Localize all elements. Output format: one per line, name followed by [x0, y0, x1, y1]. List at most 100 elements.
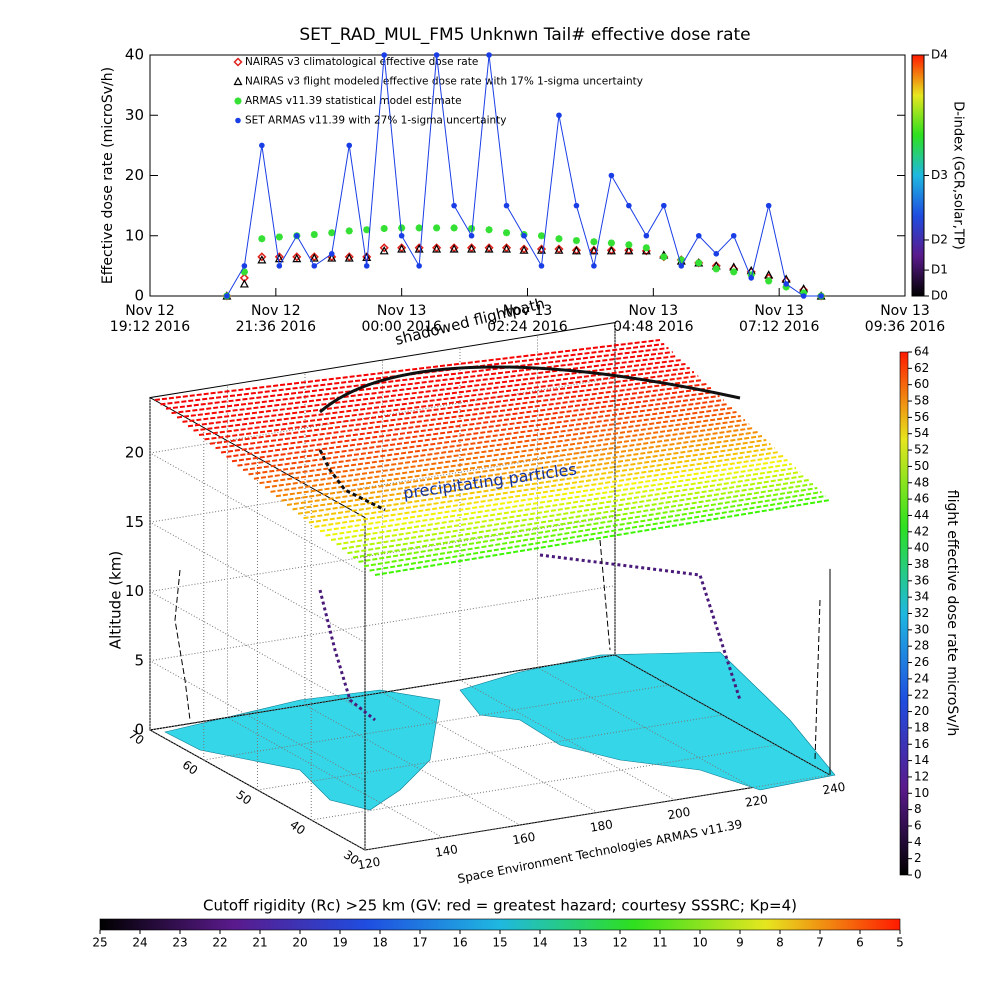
grid-line: [364, 774, 831, 851]
colorbar-tick-label: 5: [896, 936, 904, 950]
colorbar-tick-label: 8: [776, 936, 784, 950]
colorbar-tick-label: 4: [914, 835, 922, 849]
particle-line: [176, 355, 678, 419]
map-land: [164, 689, 441, 811]
colorbar-tick-label: 50: [914, 459, 929, 473]
marker: [800, 293, 807, 299]
marker: [765, 277, 773, 285]
marker: [625, 241, 633, 249]
marker: [573, 202, 580, 209]
marker: [590, 238, 598, 246]
x-tick-label: Nov 13 00:00 2016: [361, 303, 442, 335]
marker: [415, 224, 423, 232]
marker: [363, 263, 370, 269]
colorbar-tick-label: 56: [914, 410, 929, 424]
particle-line: [308, 451, 780, 524]
marker: [747, 271, 755, 279]
grid-line: [304, 704, 521, 826]
marker: [257, 252, 267, 262]
colorbar: [99, 918, 901, 931]
y-tick-label: 20: [125, 166, 144, 184]
marker: [292, 252, 302, 262]
marker: [485, 226, 493, 234]
z-tick-label: 0: [134, 721, 144, 739]
x-tick-label: Nov 12 19:12 2016: [110, 303, 191, 335]
marker: [449, 244, 459, 253]
marker: [449, 243, 459, 253]
marker: [502, 244, 512, 253]
series-line: [226, 54, 822, 297]
z-tick-label: 10: [125, 582, 144, 600]
particle-line: [358, 487, 818, 563]
marker: [416, 263, 422, 269]
particle-line: [336, 471, 801, 546]
colorbar-tick-label: 32: [914, 606, 929, 620]
marker: [239, 279, 249, 288]
colorbar-tick-label: 48: [914, 475, 929, 489]
marker: [381, 52, 387, 58]
marker: [379, 243, 389, 253]
x-tick-label: Nov 13 02:24 2016: [487, 303, 568, 335]
marker: [328, 251, 335, 257]
marker: [380, 225, 388, 233]
marker: [571, 246, 581, 255]
marker: [467, 244, 477, 253]
colorbar-tick-label: 6: [856, 936, 864, 950]
marker: [309, 252, 319, 262]
colorbar-tick-label: 46: [914, 492, 929, 506]
colorbar-tick-label: 52: [914, 443, 929, 457]
marker: [397, 243, 407, 253]
colorbar-tick-label: 38: [914, 557, 929, 571]
y-tick-label: 40: [287, 817, 308, 837]
particle-line: [220, 387, 712, 454]
particle-line: [341, 475, 805, 550]
colorbar-tick-label: 22: [914, 688, 929, 702]
colorbar-tick-label: 17: [412, 936, 427, 950]
marker: [258, 235, 266, 243]
colorbar: [899, 351, 909, 876]
particle-line: [286, 435, 763, 506]
colorbar-tick-label: 40: [914, 541, 929, 555]
marker: [363, 226, 371, 234]
x-tick-label: 200: [666, 805, 691, 823]
colorbar-tick-label: 30: [914, 622, 929, 636]
y-tick-label: 40: [125, 46, 144, 64]
particle-line: [237, 399, 724, 467]
marker: [643, 232, 650, 239]
particle-line: [204, 375, 699, 441]
colorbar-tick-label: 19: [332, 936, 347, 950]
marker: [327, 253, 337, 262]
grid-line: [537, 667, 753, 788]
marker: [292, 253, 302, 263]
marker: [274, 253, 284, 263]
marker: [233, 57, 243, 67]
marker: [556, 112, 562, 119]
marker: [501, 243, 512, 253]
marker: [344, 252, 354, 262]
z-tick-label: 5: [134, 651, 144, 669]
flight-path: [319, 365, 741, 414]
marker: [606, 246, 616, 255]
marker: [311, 263, 318, 269]
marker: [554, 244, 564, 254]
marker: [660, 253, 668, 261]
z-tick-label: 15: [125, 513, 144, 531]
marker: [294, 232, 300, 239]
marker: [642, 244, 650, 252]
colorbar-tick-label: 21: [252, 936, 267, 950]
marker: [555, 235, 563, 243]
colorbar-tick-label: 44: [914, 508, 929, 522]
marker: [589, 246, 599, 255]
grid-line: [149, 654, 616, 731]
particle-line: [253, 411, 737, 480]
particle-line: [303, 447, 775, 520]
colorbar-tick-label: 15: [492, 936, 507, 950]
y-tick-label: 0: [134, 287, 144, 305]
particle-line: [198, 371, 695, 436]
colorbar-tick-label: 12: [612, 936, 627, 950]
x-tick-label: 140: [434, 842, 459, 860]
marker: [344, 253, 354, 262]
y-axis-label: Effective dose rate (microSv/h): [100, 67, 116, 284]
grid-line: [382, 692, 598, 813]
map-land: [459, 651, 836, 791]
